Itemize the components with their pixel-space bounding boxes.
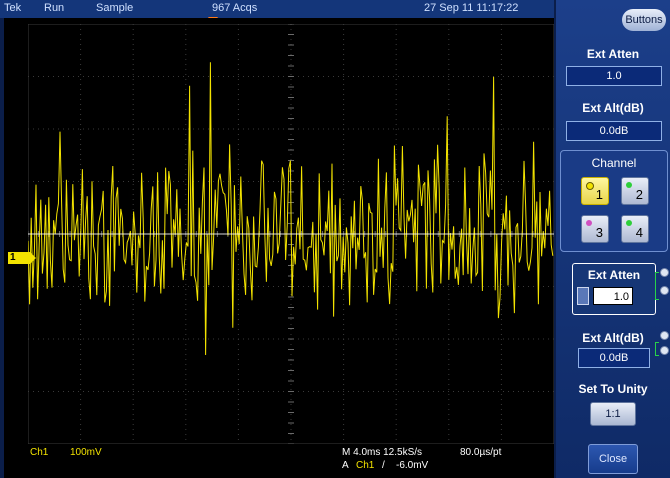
channel-4-label: 4 bbox=[635, 225, 643, 240]
ext-atten-value[interactable]: 1.0 bbox=[566, 66, 662, 86]
channel-1-label: 1 bbox=[595, 187, 603, 202]
knob-link-indicator-2 bbox=[655, 342, 659, 356]
ext-alt-edit-value[interactable]: 0.0dB bbox=[578, 348, 650, 368]
channel-selector: Channel 1 2 3 4 bbox=[560, 150, 668, 252]
acquisition-mode: Sample bbox=[96, 2, 134, 14]
ch2-dot-icon bbox=[626, 182, 632, 188]
acquisition-count: 967 Acqs bbox=[212, 2, 258, 14]
sample-interval: 80.0µs/pt bbox=[460, 447, 502, 458]
readout-bar: Ch1 100mV M 4.0ms 12.5kS/s 80.0µs/pt A C… bbox=[4, 444, 554, 478]
ext-alt-title: Ext Alt(dB) bbox=[582, 101, 644, 115]
channel-title: Channel bbox=[591, 156, 637, 170]
lower-knob-icon bbox=[660, 286, 669, 295]
ch1-waveform bbox=[28, 62, 554, 356]
ch1-ground-marker[interactable]: 1 bbox=[8, 252, 36, 264]
volts-per-div: 100mV bbox=[70, 447, 102, 458]
trigger-slope-icon: / bbox=[382, 460, 385, 471]
channel-3-button[interactable]: 3 bbox=[581, 215, 609, 243]
close-button[interactable]: Close bbox=[588, 444, 638, 474]
channel-4-button[interactable]: 4 bbox=[621, 215, 649, 243]
graticule bbox=[28, 24, 554, 444]
ext-atten-editor: Ext Atten 1.0 bbox=[572, 263, 656, 315]
ext-alt-value[interactable]: 0.0dB bbox=[566, 121, 662, 141]
ext-atten-title: Ext Atten bbox=[586, 47, 640, 61]
upper-knob-icon-2 bbox=[660, 331, 669, 340]
channel-2-button[interactable]: 2 bbox=[621, 177, 649, 205]
ch1-dot-icon bbox=[586, 182, 594, 190]
channel-label: Ch1 bbox=[30, 447, 49, 458]
ext-atten-edit-title: Ext Atten bbox=[587, 268, 641, 282]
ch1-marker-label: 1 bbox=[10, 252, 16, 263]
status-bar: Tek Run Sample 967 Acqs 27 Sep 11 11:17:… bbox=[0, 0, 554, 18]
set-to-unity-button[interactable]: 1:1 bbox=[590, 402, 636, 426]
channel-2-label: 2 bbox=[635, 187, 643, 202]
ext-atten-input[interactable]: 1.0 bbox=[593, 287, 633, 305]
brand-label: Tek bbox=[4, 2, 22, 14]
run-state: Run bbox=[44, 2, 65, 14]
date-time: 27 Sep 11 11:17:22 bbox=[424, 2, 519, 14]
trigger-level: -6.0mV bbox=[396, 460, 429, 471]
timebase-readout: M 4.0ms 12.5kS/s bbox=[342, 447, 423, 458]
ext-alt-edit-title: Ext Alt(dB) bbox=[582, 331, 644, 345]
buttons-button[interactable]: Buttons bbox=[622, 9, 666, 31]
set-to-unity-title: Set To Unity bbox=[578, 382, 648, 396]
lower-knob-icon-2 bbox=[660, 346, 669, 355]
keypad-icon[interactable] bbox=[577, 287, 589, 305]
knob-link-indicator bbox=[655, 272, 659, 300]
ch3-dot-icon bbox=[586, 220, 592, 226]
waveform-display[interactable]: 1 bbox=[4, 18, 554, 478]
channel-1-button[interactable]: 1 bbox=[581, 177, 609, 205]
trigger-prefix: A bbox=[342, 460, 349, 471]
channel-3-label: 3 bbox=[595, 225, 603, 240]
ch4-dot-icon bbox=[626, 220, 632, 226]
upper-knob-icon bbox=[660, 268, 669, 277]
trigger-source: Ch1 bbox=[356, 460, 375, 471]
